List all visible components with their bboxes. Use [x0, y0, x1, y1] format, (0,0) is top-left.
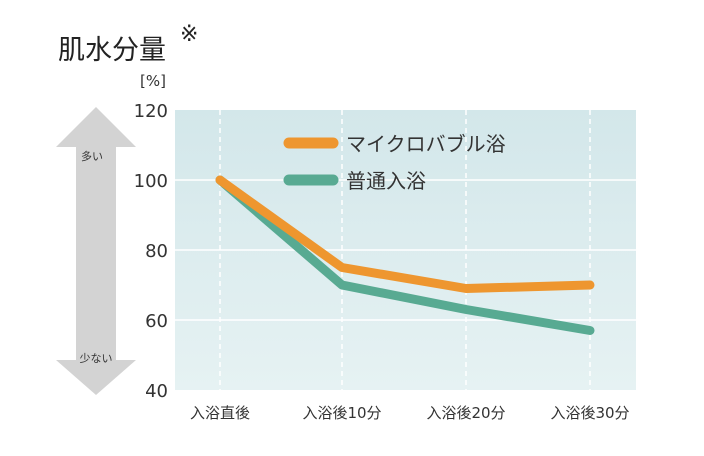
legend-label: マイクロバブル浴 — [346, 132, 506, 156]
x-tick-label: 入浴後10分 — [302, 404, 381, 422]
arrow-bottom-label: 少ない — [80, 352, 113, 365]
series-line — [215, 175, 595, 335]
series-line — [215, 175, 595, 293]
chart-title: 肌水分量 — [58, 35, 166, 66]
y-axis-unit: [%] — [140, 72, 166, 90]
up-down-arrow-icon — [56, 107, 136, 395]
y-tick-label: 80 — [145, 241, 168, 262]
x-tick-label: 入浴直後 — [190, 404, 250, 422]
y-tick-label: 120 — [134, 101, 168, 122]
y-tick-label: 100 — [134, 171, 168, 192]
y-tick-label: 60 — [145, 311, 168, 332]
legend-label: 普通入浴 — [346, 169, 426, 193]
y-tick-label: 40 — [145, 381, 168, 402]
x-tick-label: 入浴後30分 — [550, 404, 629, 422]
arrow-top-label: 多い — [81, 149, 103, 163]
title-note-mark: ※ — [180, 22, 199, 47]
x-tick-label: 入浴後20分 — [426, 404, 505, 422]
